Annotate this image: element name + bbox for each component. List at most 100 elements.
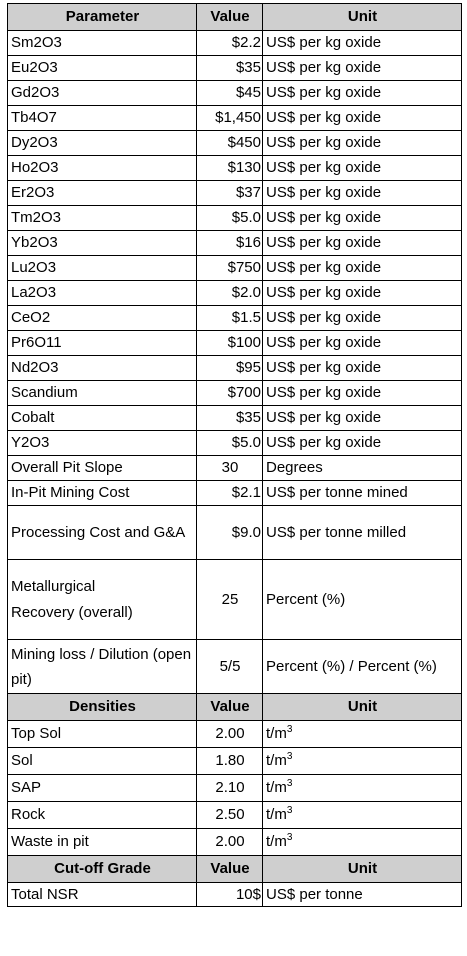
value-cell: $16 bbox=[196, 230, 263, 256]
header-unit: Unit bbox=[262, 3, 462, 31]
unit-cell: Percent (%) bbox=[262, 559, 462, 640]
table-row: Sol 1.80 t/m3 bbox=[7, 747, 462, 775]
unit-cell: US$ per kg oxide bbox=[262, 80, 462, 106]
unit-cell: US$ per kg oxide bbox=[262, 55, 462, 81]
cutoff-header-row: Cut-off Grade Value Unit bbox=[7, 855, 462, 883]
value-cell: 25 bbox=[196, 559, 263, 640]
table-row: Rock 2.50 t/m3 bbox=[7, 801, 462, 829]
header-value: Value bbox=[196, 855, 263, 883]
unit-cell: US$ per kg oxide bbox=[262, 230, 462, 256]
value-cell: 5/5 bbox=[196, 639, 263, 694]
table-row: Sm2O3 $2.2 US$ per kg oxide bbox=[7, 30, 462, 56]
unit-exponent: 3 bbox=[286, 832, 293, 843]
value-cell: $1.5 bbox=[196, 305, 263, 331]
parameter-cell: Cobalt bbox=[7, 405, 197, 431]
table-row: In-Pit Mining Cost $2.1 US$ per tonne mi… bbox=[7, 480, 462, 506]
parameter-cell: Sm2O3 bbox=[7, 30, 197, 56]
value-cell: $35 bbox=[196, 55, 263, 81]
header-row: Parameter Value Unit bbox=[7, 3, 462, 31]
unit-cell: t/m3 bbox=[262, 747, 462, 775]
table-row: Dy2O3 $450 US$ per kg oxide bbox=[7, 130, 462, 156]
table-row: Cobalt $35 US$ per kg oxide bbox=[7, 405, 462, 431]
value-cell: 2.00 bbox=[196, 720, 263, 748]
value-cell: 2.50 bbox=[196, 801, 263, 829]
value-cell: $95 bbox=[196, 355, 263, 381]
unit-exponent: 3 bbox=[286, 778, 293, 789]
unit-cell: Degrees bbox=[262, 455, 462, 481]
table-row: Processing Cost and G&A $9.0 US$ per ton… bbox=[7, 505, 462, 560]
unit-base: t/m bbox=[266, 806, 287, 823]
unit-cell: US$ per kg oxide bbox=[262, 330, 462, 356]
unit-exponent: 3 bbox=[286, 805, 293, 816]
unit-cell: t/m3 bbox=[262, 774, 462, 802]
parameter-cell: Overall Pit Slope bbox=[7, 455, 197, 481]
value-cell: $45 bbox=[196, 80, 263, 106]
parameter-cell: In-Pit Mining Cost bbox=[7, 480, 197, 506]
parameter-cell: Rock bbox=[7, 801, 197, 829]
value-cell: 1.80 bbox=[196, 747, 263, 775]
unit-cell: US$ per kg oxide bbox=[262, 355, 462, 381]
parameter-cell: Processing Cost and G&A bbox=[7, 505, 197, 560]
parameter-cell: Eu2O3 bbox=[7, 55, 197, 81]
parameter-cell: Gd2O3 bbox=[7, 80, 197, 106]
parameter-cell: Nd2O3 bbox=[7, 355, 197, 381]
parameters-table: Parameter Value Unit Sm2O3 $2.2 US$ per … bbox=[7, 3, 462, 907]
parameter-cell: Top Sol bbox=[7, 720, 197, 748]
parameter-cell: Lu2O3 bbox=[7, 255, 197, 281]
parameter-cell: La2O3 bbox=[7, 280, 197, 306]
table-row: Top Sol 2.00 t/m3 bbox=[7, 720, 462, 748]
parameter-cell: Er2O3 bbox=[7, 180, 197, 206]
table-row: Y2O3 $5.0 US$ per kg oxide bbox=[7, 430, 462, 456]
header-cutoff-grade: Cut-off Grade bbox=[7, 855, 197, 883]
unit-cell: US$ per kg oxide bbox=[262, 255, 462, 281]
unit-cell: US$ per kg oxide bbox=[262, 30, 462, 56]
unit-base: t/m bbox=[266, 833, 287, 850]
header-densities: Densities bbox=[7, 693, 197, 721]
value-cell: $2.1 bbox=[196, 480, 263, 506]
header-unit: Unit bbox=[262, 855, 462, 883]
parameter-cell: Sol bbox=[7, 747, 197, 775]
value-cell: 30 bbox=[196, 455, 263, 481]
parameter-cell: Waste in pit bbox=[7, 828, 197, 856]
parameter-cell: Scandium bbox=[7, 380, 197, 406]
value-cell: $700 bbox=[196, 380, 263, 406]
unit-cell: t/m3 bbox=[262, 828, 462, 856]
value-cell: $9.0 bbox=[196, 505, 263, 560]
unit-base: t/m bbox=[266, 779, 287, 796]
table-row: Eu2O3 $35 US$ per kg oxide bbox=[7, 55, 462, 81]
parameter-cell: Pr6O11 bbox=[7, 330, 197, 356]
parameter-cell: SAP bbox=[7, 774, 197, 802]
unit-cell: US$ per tonne bbox=[262, 882, 462, 907]
value-cell: 10$ bbox=[196, 882, 263, 907]
header-unit: Unit bbox=[262, 693, 462, 721]
value-cell: $1,450 bbox=[196, 105, 263, 131]
parameter-cell: Metallurgical Recovery (overall) bbox=[7, 559, 197, 640]
unit-base: t/m bbox=[266, 752, 287, 769]
unit-cell: US$ per kg oxide bbox=[262, 305, 462, 331]
unit-cell: US$ per kg oxide bbox=[262, 105, 462, 131]
parameter-cell: CeO2 bbox=[7, 305, 197, 331]
table-row: Er2O3 $37 US$ per kg oxide bbox=[7, 180, 462, 206]
parameter-cell: Tb4O7 bbox=[7, 105, 197, 131]
unit-cell: US$ per tonne milled bbox=[262, 505, 462, 560]
unit-cell: t/m3 bbox=[262, 801, 462, 829]
value-cell: $450 bbox=[196, 130, 263, 156]
table-row: Waste in pit 2.00 t/m3 bbox=[7, 828, 462, 856]
value-cell: $130 bbox=[196, 155, 263, 181]
table-row: Mining loss / Dilution (open pit) 5/5 Pe… bbox=[7, 639, 462, 694]
unit-exponent: 3 bbox=[286, 751, 293, 762]
unit-cell: US$ per kg oxide bbox=[262, 430, 462, 456]
value-cell: $100 bbox=[196, 330, 263, 356]
unit-cell: US$ per kg oxide bbox=[262, 205, 462, 231]
parameter-cell: Y2O3 bbox=[7, 430, 197, 456]
table-row: CeO2 $1.5 US$ per kg oxide bbox=[7, 305, 462, 331]
unit-cell: US$ per kg oxide bbox=[262, 280, 462, 306]
unit-cell: Percent (%) / Percent (%) bbox=[262, 639, 462, 694]
table-row: Tb4O7 $1,450 US$ per kg oxide bbox=[7, 105, 462, 131]
table-row: La2O3 $2.0 US$ per kg oxide bbox=[7, 280, 462, 306]
unit-base: t/m bbox=[266, 725, 287, 742]
value-cell: $2.0 bbox=[196, 280, 263, 306]
value-cell: $750 bbox=[196, 255, 263, 281]
densities-header-row: Densities Value Unit bbox=[7, 693, 462, 721]
header-value: Value bbox=[196, 3, 263, 31]
